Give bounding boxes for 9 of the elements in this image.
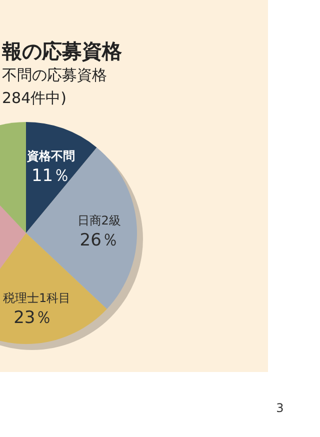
slice-label: 日商2級 — [77, 213, 121, 228]
text: 3 — [276, 401, 284, 415]
chart-title: 報の応募資格 — [1, 39, 123, 63]
slice-label: 税理士1科目 — [3, 290, 71, 305]
data-label: 26％ — [80, 230, 118, 250]
slice-label: 資格不問 — [26, 149, 75, 164]
chart-subtitle: 不問の応募資格 284件中) — [2, 66, 107, 107]
data-label: 11％ — [31, 166, 70, 186]
data-label: 23％ — [14, 308, 52, 328]
